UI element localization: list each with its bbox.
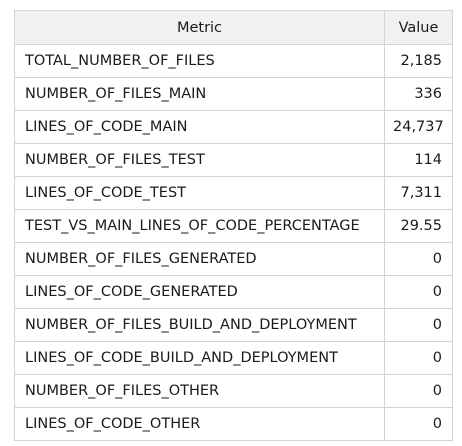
value-cell: 114: [384, 143, 453, 177]
metric-cell: NUMBER_OF_FILES_TEST: [14, 143, 385, 177]
value-cell: 0: [384, 341, 453, 375]
metric-cell: LINES_OF_CODE_OTHER: [14, 407, 385, 441]
value-cell: 0: [384, 308, 453, 342]
value-cell: 24,737: [384, 110, 453, 144]
column-header-metric[interactable]: Metric: [14, 10, 385, 45]
metric-cell: TEST_VS_MAIN_LINES_OF_CODE_PERCENTAGE: [14, 209, 385, 243]
table-row: NUMBER_OF_FILES_OTHER 0: [14, 374, 453, 408]
metric-cell: NUMBER_OF_FILES_BUILD_AND_DEPLOYMENT: [14, 308, 385, 342]
value-cell: 2,185: [384, 44, 453, 78]
metric-cell: LINES_OF_CODE_TEST: [14, 176, 385, 210]
value-cell: 0: [384, 374, 453, 408]
table-header-row: Metric Value: [14, 10, 453, 45]
table-row: LINES_OF_CODE_OTHER 0: [14, 407, 453, 441]
metrics-table-container: Metric Value TOTAL_NUMBER_OF_FILES 2,185…: [14, 10, 453, 441]
metric-cell: LINES_OF_CODE_GENERATED: [14, 275, 385, 309]
table-row: NUMBER_OF_FILES_BUILD_AND_DEPLOYMENT 0: [14, 308, 453, 342]
value-cell: 7,311: [384, 176, 453, 210]
metric-cell: LINES_OF_CODE_MAIN: [14, 110, 385, 144]
column-header-value[interactable]: Value: [384, 10, 453, 45]
value-cell: 0: [384, 242, 453, 276]
metric-cell: NUMBER_OF_FILES_OTHER: [14, 374, 385, 408]
value-cell: 29.55: [384, 209, 453, 243]
table-row: TOTAL_NUMBER_OF_FILES 2,185: [14, 44, 453, 78]
table-row: LINES_OF_CODE_BUILD_AND_DEPLOYMENT 0: [14, 341, 453, 375]
metric-cell: TOTAL_NUMBER_OF_FILES: [14, 44, 385, 78]
metric-cell: LINES_OF_CODE_BUILD_AND_DEPLOYMENT: [14, 341, 385, 375]
metric-cell: NUMBER_OF_FILES_GENERATED: [14, 242, 385, 276]
value-cell: 0: [384, 275, 453, 309]
table-row: NUMBER_OF_FILES_TEST 114: [14, 143, 453, 177]
table-row: LINES_OF_CODE_MAIN 24,737: [14, 110, 453, 144]
table-row: NUMBER_OF_FILES_GENERATED 0: [14, 242, 453, 276]
metrics-table: Metric Value TOTAL_NUMBER_OF_FILES 2,185…: [14, 10, 453, 441]
metric-cell: NUMBER_OF_FILES_MAIN: [14, 77, 385, 111]
value-cell: 0: [384, 407, 453, 441]
table-row: LINES_OF_CODE_TEST 7,311: [14, 176, 453, 210]
table-row: NUMBER_OF_FILES_MAIN 336: [14, 77, 453, 111]
value-cell: 336: [384, 77, 453, 111]
table-row: TEST_VS_MAIN_LINES_OF_CODE_PERCENTAGE 29…: [14, 209, 453, 243]
table-row: LINES_OF_CODE_GENERATED 0: [14, 275, 453, 309]
